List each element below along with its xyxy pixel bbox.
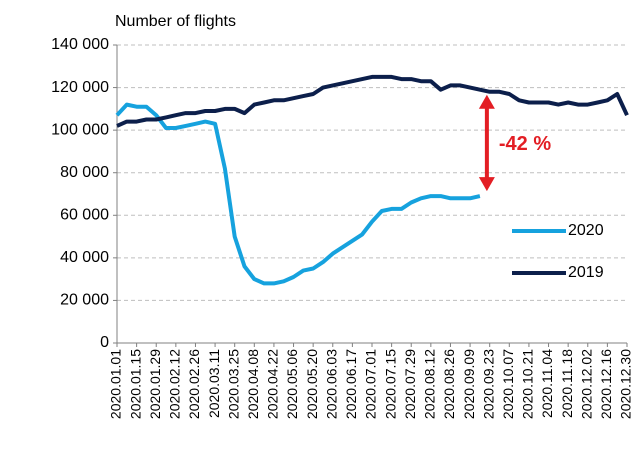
x-tick-label: 2020.04.22 [265,349,281,419]
line-series [116,74,629,128]
x-tick-label: 2020.06.17 [343,349,359,419]
x-tick-label: 2020.11.04 [539,349,555,418]
y-tick-label: 140 000 [51,36,109,53]
x-tick-label: 2020.03.11 [206,349,222,418]
x-tick-label: 2020.05.06 [284,349,300,419]
y-tick-label: 60 000 [60,207,109,224]
x-tick-label: 2020.01.01 [108,349,124,419]
y-tick-label: 100 000 [51,121,109,138]
y-tick-label: 20 000 [60,292,109,309]
x-tick-label: 2020.02.12 [167,349,183,419]
line-series [115,102,481,286]
x-tick-label: 2020.01.29 [147,349,163,419]
x-tick-label: 2020.12.16 [598,349,614,419]
x-tick-label: 2020.02.26 [186,349,202,419]
arrow-head [478,177,495,192]
y-tick-label: 120 000 [51,79,109,96]
arrow-head [478,94,495,109]
y-tick-label: 80 000 [60,164,109,181]
x-tick-label: 2020.09.09 [461,349,477,419]
x-tick-label: 2020.11.18 [559,349,575,418]
x-tick-label: 2020.09.23 [480,349,496,419]
x-tick-label: 2020.05.20 [304,349,320,419]
x-tick-label: 2020.07.01 [363,349,379,419]
x-tick-label: 2020.01.15 [127,349,143,419]
x-tick-label: 2020.08.12 [422,349,438,419]
legend-label: 2019 [568,264,604,281]
x-tick-label: 2020.12.30 [618,349,634,419]
annotation-text: -42 % [499,133,551,155]
y-tick-label: 40 000 [60,249,109,266]
x-tick-label: 2020.04.08 [245,349,261,419]
x-tick-label: 2020.10.21 [520,349,536,419]
x-tick-label: 2020.06.03 [323,349,339,419]
x-tick-label: 2020.08.26 [441,349,457,419]
x-tick-label: 2020.07.15 [382,349,398,419]
y-axis-label: Number of flights [115,13,236,30]
x-tick-label: 2020.10.07 [500,349,516,419]
x-tick-label: 2020.12.02 [578,349,594,419]
y-tick-label: 0 [100,334,109,351]
x-tick-label: 2020.07.29 [402,349,418,419]
legend-label: 2020 [568,222,604,239]
x-tick-label: 2020.03.25 [225,349,241,419]
